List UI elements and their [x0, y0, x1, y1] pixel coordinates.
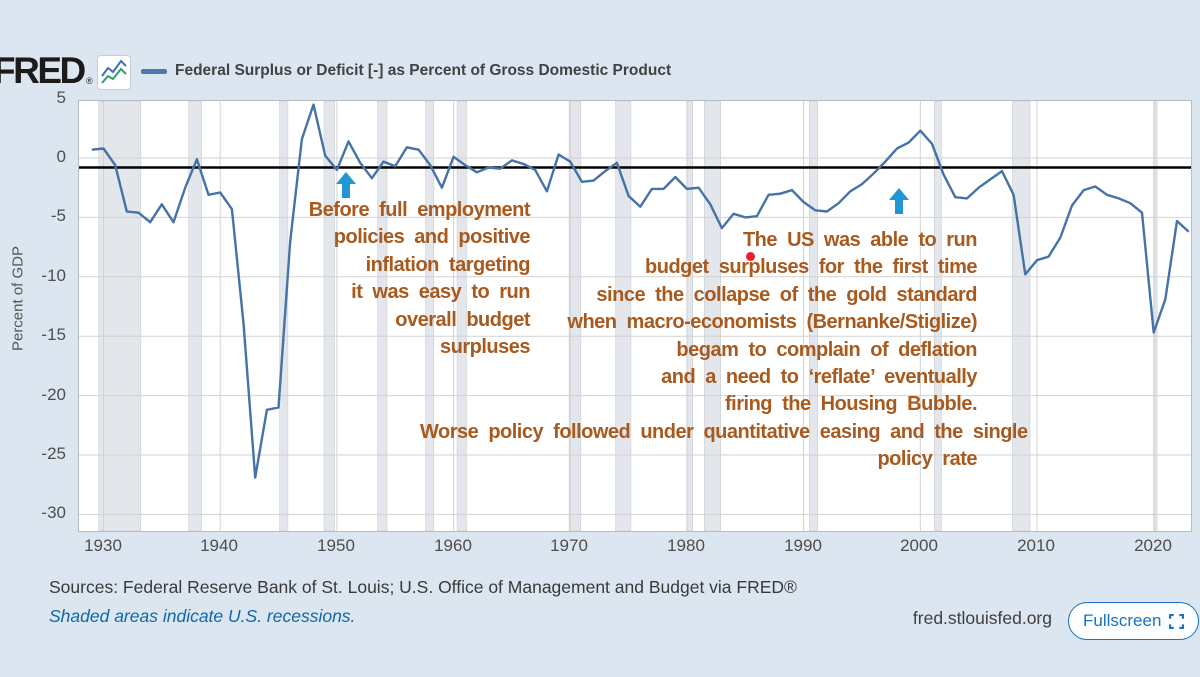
y-tick-label: -25: [41, 444, 66, 463]
recession-shading-note: Shaded areas indicate U.S. recessions.: [49, 606, 356, 626]
annotation-line: The US was able to run: [742, 229, 978, 251]
annotation-line: firing the Housing Bubble.: [725, 393, 977, 416]
recession-band: [1012, 101, 1031, 531]
y-tick-label: -30: [41, 503, 66, 522]
y-tick-label: -5: [50, 206, 66, 225]
fred-site-link[interactable]: fred.stlouisfed.org: [912, 608, 1052, 628]
recession-band: [933, 101, 942, 531]
recession-band: [456, 101, 467, 531]
annotation-line: when macro-economists (Bernanke/Stiglize…: [567, 311, 977, 334]
annotation-pre-full-employment: Before full employment policies and posit…: [240, 197, 531, 361]
annotation-line: overall budget: [395, 308, 530, 331]
recession-band: [568, 101, 582, 531]
annotation-line: policies and positive: [333, 226, 531, 249]
annotation-line: budget surpluses for the first time: [645, 256, 977, 279]
x-tick-label: 1970: [550, 536, 588, 555]
recession-band: [809, 101, 818, 531]
sources-text: Sources: Federal Reserve Bank of St. Lou…: [49, 577, 797, 597]
y-tick-label: 5: [56, 88, 66, 107]
annotation-line: Worse policy followed under quantitative…: [420, 420, 1028, 443]
annotation-budget-surpluses: The US was able to run budget surpluses f…: [420, 227, 1028, 474]
recession-band: [704, 101, 722, 531]
recession-band: [323, 101, 335, 531]
x-tick-label: 1950: [317, 536, 355, 555]
up-arrow-icon: [336, 172, 356, 198]
x-tick-label: 2000: [900, 536, 938, 555]
up-arrow-icon: [889, 188, 909, 214]
x-tick-label: 2020: [1134, 536, 1172, 555]
x-tick-label: 1960: [434, 536, 472, 555]
x-tick-label: 1990: [784, 536, 822, 555]
x-tick-label: 1930: [84, 536, 122, 555]
recession-band: [425, 101, 435, 531]
annotation-line: inflation targeting: [365, 253, 531, 276]
fred-logo: FRED: [0, 50, 86, 91]
fred-sparkline-icon: [97, 55, 131, 90]
y-tick-label: -10: [41, 266, 66, 285]
annotation-line: begam to complain of deflation: [676, 338, 977, 361]
annotation-line: surpluses: [440, 336, 530, 359]
plot-area[interactable]: [78, 100, 1192, 532]
red-dot-marker: [746, 252, 755, 261]
recession-band: [98, 101, 142, 531]
legend-line-swatch: [141, 69, 167, 74]
fullscreen-button-label: Fullscreen: [1083, 611, 1162, 630]
x-tick-label: 1980: [667, 536, 705, 555]
fullscreen-expand-icon: [1169, 613, 1185, 629]
recession-band: [1154, 101, 1158, 531]
y-tick-label: -15: [41, 325, 66, 344]
series-legend-label: Federal Surplus or Deficit [-] as Percen…: [175, 62, 672, 79]
recession-band: [615, 101, 632, 531]
fullscreen-button[interactable]: Fullscreen: [1068, 602, 1200, 640]
fred-logo-registered-mark: ®: [86, 76, 93, 86]
series-line: [91, 103, 1190, 479]
annotation-line: and a need to ‘reflate’ eventually: [661, 366, 977, 389]
annotation-line: since the collapse of the gold standard: [596, 283, 977, 306]
recession-band: [377, 101, 388, 531]
annotation-line: it was easy to run: [351, 281, 530, 304]
recession-band: [188, 101, 202, 531]
x-tick-label: 1940: [200, 536, 238, 555]
y-tick-label: 0: [56, 147, 66, 166]
annotation-line: policy rate: [877, 448, 977, 471]
x-tick-label: 2010: [1017, 536, 1055, 555]
y-tick-label: -20: [41, 385, 66, 404]
annotation-line: Before full employment: [308, 199, 531, 221]
